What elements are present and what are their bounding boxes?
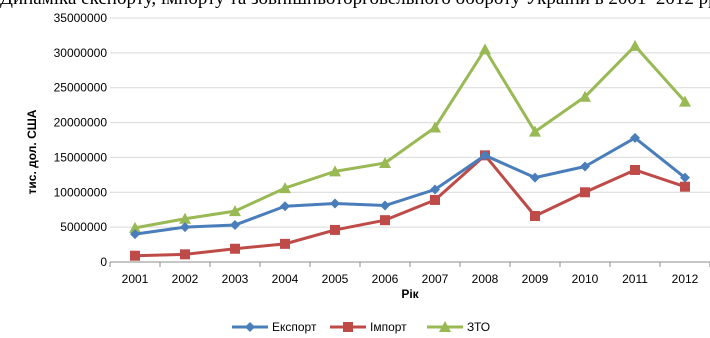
legend-label: ЗТО <box>467 320 490 334</box>
series-2 <box>129 39 691 233</box>
data-point <box>330 224 340 235</box>
x-tick-label: 2005 <box>322 272 349 286</box>
data-point <box>629 39 641 51</box>
data-point <box>530 210 540 221</box>
y-tick-label: 20000000 <box>54 116 108 130</box>
x-tick-label: 2009 <box>522 272 549 286</box>
data-point <box>529 125 541 137</box>
data-point <box>680 172 690 183</box>
x-tick-label: 2006 <box>372 272 399 286</box>
legend: Експорт Імпорт ЗТО <box>232 320 490 334</box>
data-point <box>280 238 290 249</box>
legend-marker <box>245 322 255 332</box>
y-axis-ticks: 0 5000000 10000000 15000000 20000000 25000000… <box>54 11 108 269</box>
x-tick-label: 2012 <box>672 272 699 286</box>
y-axis-title: тис. дол. США <box>25 109 39 194</box>
data-point <box>130 250 140 261</box>
series-line <box>134 153 686 258</box>
x-tick-label: 2008 <box>472 272 499 286</box>
x-tick-label: 2002 <box>172 272 199 286</box>
data-point <box>430 194 440 205</box>
x-tick-label: 2001 <box>122 272 149 286</box>
legend-label: Імпорт <box>370 320 407 334</box>
data-point <box>429 121 441 133</box>
data-point <box>580 161 590 172</box>
data-point <box>479 43 491 55</box>
y-tick-label: 35000000 <box>54 11 108 25</box>
data-point <box>179 212 191 224</box>
data-point <box>180 222 190 233</box>
data-point <box>379 157 391 169</box>
data-point <box>330 198 340 209</box>
series-1 <box>130 150 690 261</box>
series-line <box>134 136 686 236</box>
page-header-text: Динаміка експорту, імпорту та зовнішньот… <box>0 0 710 10</box>
data-point <box>530 172 540 183</box>
data-point <box>230 220 240 231</box>
x-tick-label: 2004 <box>272 272 299 286</box>
data-point <box>130 229 140 240</box>
data-point <box>579 90 591 102</box>
data-point <box>329 165 341 177</box>
data-point <box>229 205 241 217</box>
data-point <box>280 201 290 212</box>
y-tick-label: 30000000 <box>54 46 108 60</box>
data-point <box>279 182 291 194</box>
data-point <box>380 215 390 226</box>
y-tick-label: 25000000 <box>54 81 108 95</box>
data-point <box>380 200 390 211</box>
x-axis-title: Рік <box>401 287 419 301</box>
x-tick-label: 2003 <box>222 272 249 286</box>
data-point <box>680 181 690 192</box>
x-tick-label: 2010 <box>572 272 599 286</box>
legend-label: Експорт <box>272 320 317 334</box>
x-tick-label: 2007 <box>422 272 449 286</box>
y-tick-label: 10000000 <box>54 185 108 199</box>
data-point <box>129 221 141 233</box>
series-line <box>134 44 687 230</box>
x-axis-ticks: 2001 2002 2003 2004 2005 2006 2007 2008 2009 2010… <box>109 262 710 286</box>
legend-marker <box>439 321 451 332</box>
x-tick-label: 2011 <box>622 272 648 286</box>
y-tick-label: 5000000 <box>60 220 107 234</box>
data-point <box>430 184 440 195</box>
series-layer <box>129 39 691 261</box>
series-0 <box>130 132 690 240</box>
y-tick-label: 0 <box>100 255 107 269</box>
data-point <box>230 243 240 254</box>
data-point <box>180 249 190 260</box>
y-tick-label: 15000000 <box>54 150 108 164</box>
data-point <box>630 132 640 143</box>
data-point <box>480 150 490 161</box>
data-point <box>580 187 590 198</box>
data-point <box>630 164 640 175</box>
data-point <box>679 95 691 107</box>
legend-marker <box>343 322 353 332</box>
